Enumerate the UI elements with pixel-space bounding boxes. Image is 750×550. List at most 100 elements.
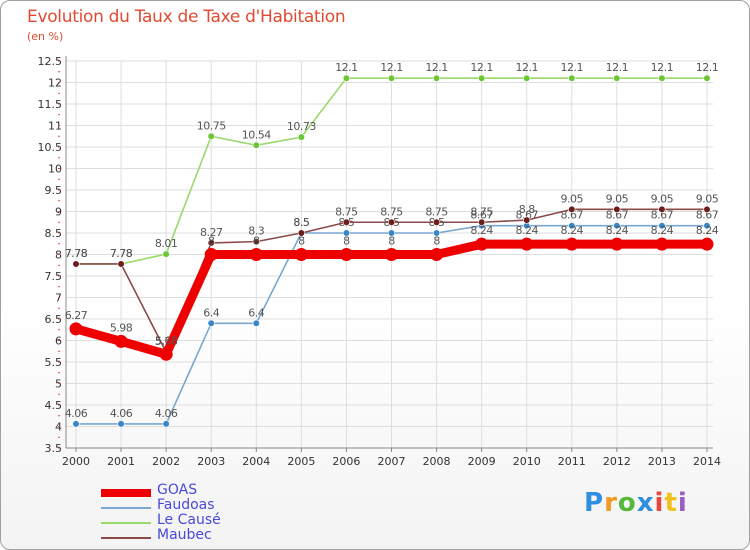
data-point-le-caus — [432, 74, 441, 82]
data-label-le-caus: 12.1 — [696, 61, 719, 74]
data-label-le-caus: 10.73 — [287, 120, 316, 133]
x-tick-label: 2002 — [152, 455, 180, 468]
data-label-goas: 8 — [343, 235, 350, 248]
data-point-goas — [385, 248, 398, 261]
data-label-goas: 8.24 — [606, 224, 629, 237]
logo-letter: i — [677, 488, 688, 518]
data-point-goas — [565, 237, 579, 251]
data-label-faudoas: 6.4 — [248, 306, 264, 319]
data-point-maubec — [387, 218, 396, 226]
data-point-faudoas — [703, 222, 711, 230]
data-point-faudoas — [387, 229, 396, 237]
data-label-faudoas: 6.4 — [203, 306, 219, 319]
data-point-goas — [159, 347, 173, 361]
data-label-le-caus: 12.1 — [606, 61, 629, 74]
x-tick-label: 2007 — [378, 455, 406, 468]
data-point-faudoas — [613, 222, 621, 230]
data-label-maubec: 8.8 — [519, 203, 535, 216]
data-label-goas: 8 — [298, 235, 305, 248]
data-label-goas: 5.98 — [110, 321, 133, 334]
x-tick-label: 2006 — [332, 455, 360, 468]
data-label-maubec: 8.27 — [200, 226, 223, 239]
data-label-faudoas: 8.67 — [561, 209, 584, 222]
y-tick-label: 12 — [48, 77, 62, 90]
data-label-maubec: 7.78 — [110, 247, 133, 260]
y-tick-label: 11 — [48, 120, 62, 133]
data-label-faudoas: 4.06 — [110, 407, 133, 420]
data-label-faudoas: 4.06 — [65, 407, 88, 420]
data-point-maubec — [478, 218, 486, 226]
data-point-maubec — [72, 260, 80, 268]
data-label-maubec: 8.3 — [248, 225, 264, 238]
data-label-goas: 8.24 — [470, 224, 493, 237]
data-label-goas: 5.68 — [155, 334, 178, 347]
legend-swatch-le-cause — [101, 522, 151, 524]
y-tick-label: 10 — [48, 163, 62, 176]
data-label-faudoas: 8.67 — [696, 209, 719, 222]
data-label-maubec: 9.05 — [561, 192, 584, 205]
logo-letter: o — [617, 488, 637, 518]
data-label-faudoas: 8.67 — [606, 209, 629, 222]
x-tick-label: 2003 — [197, 455, 225, 468]
data-point-faudoas — [432, 229, 441, 237]
logo-letter: P — [584, 488, 605, 518]
data-label-le-caus: 7.78 — [65, 247, 88, 260]
data-point-maubec — [297, 229, 305, 237]
data-point-le-caus — [387, 74, 396, 82]
y-tick-label: 3.5 — [45, 442, 63, 455]
data-point-maubec — [342, 218, 351, 226]
data-label-le-caus: 12.1 — [425, 61, 448, 74]
data-label-le-caus: 10.54 — [242, 128, 271, 141]
data-point-goas — [114, 334, 128, 348]
data-label-le-caus: 12.1 — [380, 61, 403, 74]
data-label-maubec: 8.75 — [380, 205, 403, 218]
data-label-faudoas: 8.5 — [293, 216, 309, 229]
y-tick-label: 12.5 — [38, 55, 63, 68]
data-label-le-caus: 8.01 — [155, 237, 178, 250]
data-label-faudoas: 4.06 — [155, 407, 178, 420]
data-point-faudoas — [72, 420, 80, 428]
data-point-le-caus — [252, 141, 260, 149]
x-tick-label: 2005 — [287, 455, 315, 468]
data-label-maubec: 8.5 — [293, 216, 309, 229]
data-point-goas — [700, 237, 714, 251]
data-point-goas — [475, 237, 489, 251]
x-tick-label: 2012 — [603, 455, 631, 468]
data-label-goas: 8.24 — [696, 224, 719, 237]
data-point-le-caus — [658, 74, 666, 82]
data-label-maubec: 8.75 — [425, 205, 448, 218]
data-point-le-caus — [297, 133, 305, 141]
data-label-goas: 8.24 — [561, 224, 584, 237]
y-tick-label: 5.5 — [45, 356, 63, 369]
legend-label-maubec: Maubec — [157, 527, 212, 543]
data-point-goas — [339, 248, 353, 261]
data-label-goas: 8 — [433, 235, 440, 248]
data-label-le-caus: 12.1 — [515, 61, 538, 74]
data-label-goas: 8.24 — [515, 224, 538, 237]
x-tick-label: 2001 — [107, 455, 135, 468]
y-tick-label: 9.5 — [45, 184, 63, 197]
legend-label-faudoas: Faudoas — [157, 497, 215, 513]
data-point-goas — [249, 248, 263, 261]
data-label-goas: 8.24 — [651, 224, 674, 237]
data-point-goas — [204, 248, 218, 261]
legend-label-goas: GOAS — [157, 482, 198, 498]
data-point-le-caus — [207, 132, 215, 140]
data-point-goas — [520, 237, 534, 251]
x-tick-label: 2013 — [648, 455, 676, 468]
y-unit-label: (en %) — [27, 30, 64, 43]
data-point-le-caus — [523, 74, 531, 82]
legend-swatch-maubec — [101, 537, 151, 539]
data-label-le-caus: 7.78 — [110, 247, 133, 260]
x-tick-label: 2010 — [513, 455, 541, 468]
data-point-faudoas — [207, 319, 215, 327]
chart-title: Evolution du Taux de Taxe d'Habitation — [27, 7, 346, 27]
data-label-maubec: 7.78 — [65, 247, 88, 260]
data-point-maubec — [613, 205, 621, 213]
data-label-faudoas: 8.67 — [470, 209, 493, 222]
data-label-le-caus: 12.1 — [470, 61, 493, 74]
data-point-maubec — [658, 205, 666, 213]
data-label-maubec: 8.75 — [335, 205, 358, 218]
